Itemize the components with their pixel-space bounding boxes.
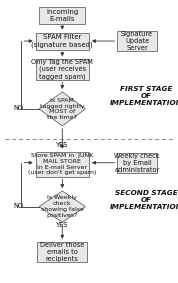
- Text: FIRST STAGE
OF
IMPLEMENTATION: FIRST STAGE OF IMPLEMENTATION: [110, 86, 178, 106]
- FancyBboxPatch shape: [36, 152, 89, 177]
- Text: Signature
Update
Server: Signature Update Server: [121, 31, 153, 51]
- FancyBboxPatch shape: [37, 242, 87, 262]
- Polygon shape: [39, 191, 85, 222]
- Text: Is SPAM
tagged rightly
MOST of
the time?: Is SPAM tagged rightly MOST of the time?: [40, 98, 85, 120]
- Text: Deliver those
emails to
recipients: Deliver those emails to recipients: [40, 242, 85, 262]
- Text: YES: YES: [56, 142, 69, 148]
- FancyBboxPatch shape: [36, 59, 89, 80]
- Text: Is Weekly
check
showing false
positives?: Is Weekly check showing false positives?: [41, 195, 84, 218]
- Text: YES: YES: [56, 222, 69, 228]
- FancyBboxPatch shape: [117, 31, 157, 51]
- Text: Only Tag the SPAM
(user receives
tagged spam): Only Tag the SPAM (user receives tagged …: [31, 59, 93, 80]
- FancyBboxPatch shape: [36, 33, 89, 50]
- FancyBboxPatch shape: [117, 153, 157, 173]
- Polygon shape: [39, 92, 85, 126]
- Text: Weekly check
by Email
administrator: Weekly check by Email administrator: [114, 153, 160, 173]
- Text: NO: NO: [14, 203, 24, 209]
- Text: Incoming
E-mails: Incoming E-mails: [46, 9, 78, 22]
- Text: SPAM Filter
(signature based): SPAM Filter (signature based): [32, 34, 93, 48]
- Text: NO: NO: [14, 105, 24, 112]
- Text: Store SPAM in  JUNK
MAIL STORE
in E-mail Server
(user don't get spam): Store SPAM in JUNK MAIL STORE in E-mail …: [28, 153, 96, 175]
- FancyBboxPatch shape: [39, 7, 85, 24]
- Text: SECOND STAGE
OF
IMPLEMENTATION: SECOND STAGE OF IMPLEMENTATION: [110, 190, 178, 209]
